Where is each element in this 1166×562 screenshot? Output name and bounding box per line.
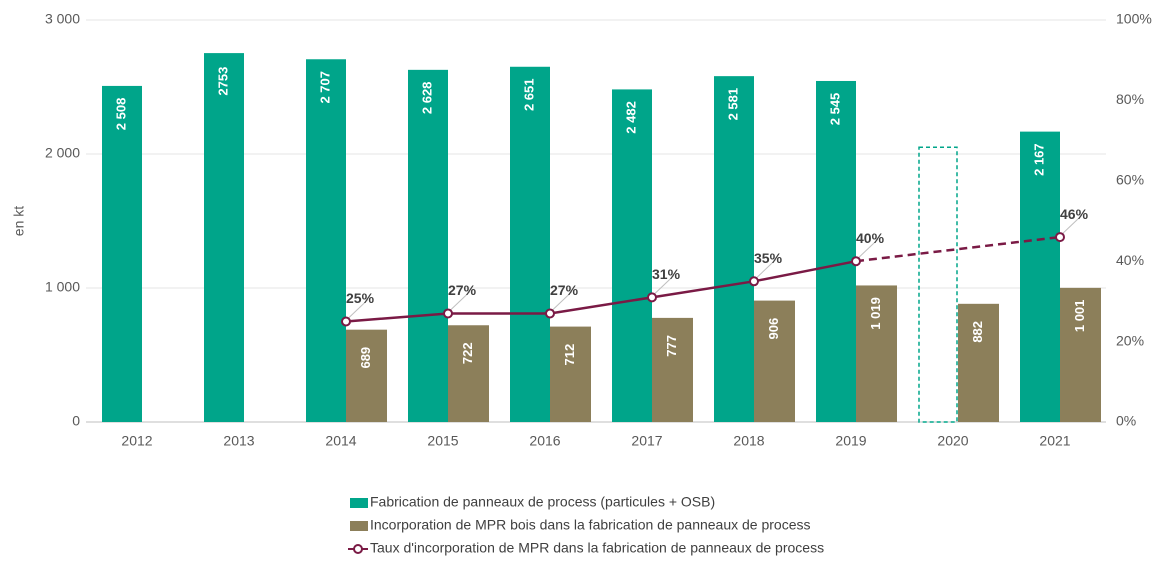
line-marker <box>851 256 861 267</box>
legend-swatch <box>350 498 368 508</box>
line-marker <box>749 276 759 287</box>
y2-tick-label: 60% <box>1116 172 1144 188</box>
line-marker <box>647 292 657 303</box>
bar <box>510 66 550 423</box>
x-tick-label: 2012 <box>121 433 152 449</box>
x-tick-label: 2018 <box>733 433 764 449</box>
data-label: 2 167 <box>1031 143 1046 176</box>
y2-tick-label: 20% <box>1116 332 1144 348</box>
legend-swatch <box>350 521 368 531</box>
data-label: 689 <box>358 347 373 369</box>
leader-line <box>857 238 879 259</box>
x-tick-label: 2017 <box>631 433 662 449</box>
data-label: 2 628 <box>419 82 434 115</box>
leader-line <box>347 299 369 319</box>
data-label: 2 545 <box>827 93 842 126</box>
leader-line <box>755 258 777 279</box>
bar <box>652 317 693 422</box>
bar <box>714 76 754 423</box>
legend-label: Incorporation de MPR bois dans la fabric… <box>370 517 811 533</box>
bar <box>550 326 591 422</box>
y2-tick-label: 40% <box>1116 252 1144 268</box>
bar <box>408 69 448 423</box>
y2-tick-label: 100% <box>1116 11 1152 27</box>
data-label: 35% <box>754 250 783 266</box>
bar <box>1020 131 1060 422</box>
line-marker <box>443 308 453 319</box>
y-tick-label: 2 000 <box>45 145 80 161</box>
legend-marker <box>353 544 363 554</box>
x-tick-label: 2014 <box>325 433 356 449</box>
data-label: 40% <box>856 230 885 246</box>
y-axis-label: en kt <box>11 206 27 236</box>
x-tick-label: 2015 <box>427 433 458 449</box>
data-label: 777 <box>664 335 679 357</box>
bar <box>612 89 652 423</box>
data-label: 2 482 <box>623 101 638 134</box>
x-tick-label: 2019 <box>835 433 866 449</box>
data-label: 27% <box>448 282 477 298</box>
data-label: 2 651 <box>521 78 536 111</box>
bar <box>754 300 795 422</box>
x-tick-label: 2013 <box>223 433 254 449</box>
leader-line <box>449 291 471 311</box>
line-marker <box>1055 232 1065 243</box>
bar <box>958 303 999 422</box>
bar <box>306 59 346 423</box>
data-label: 2 707 <box>317 71 332 104</box>
x-tick-label: 2020 <box>937 433 968 449</box>
data-label: 882 <box>970 321 985 343</box>
x-tick-label: 2016 <box>529 433 560 449</box>
data-label: 27% <box>550 282 579 298</box>
bar <box>1060 287 1101 422</box>
x-tick-label: 2021 <box>1039 433 1070 449</box>
line <box>345 259 857 323</box>
bar <box>856 285 897 422</box>
data-label: 712 <box>562 344 577 366</box>
y2-tick-label: 80% <box>1116 91 1144 107</box>
data-label: 2 508 <box>113 98 128 131</box>
legend-label: Fabrication de panneaux de process (part… <box>370 494 715 510</box>
bar <box>816 80 856 422</box>
data-label: 906 <box>766 318 781 340</box>
leader-line <box>1061 214 1083 235</box>
y-tick-label: 3 000 <box>45 11 80 27</box>
bar <box>346 329 387 422</box>
line-gap <box>855 235 1061 263</box>
data-label: 46% <box>1060 206 1089 222</box>
y2-tick-label: 0% <box>1116 413 1136 429</box>
data-label: 2 581 <box>725 88 740 121</box>
data-label: 25% <box>346 290 375 306</box>
data-label: 722 <box>460 342 475 364</box>
bar <box>918 146 958 423</box>
leader-line <box>653 275 675 295</box>
y-tick-label: 0 <box>72 413 80 429</box>
legend-label: Taux d'incorporation de MPR dans la fabr… <box>370 540 824 556</box>
data-label: 2753 <box>215 67 230 96</box>
line-marker <box>341 316 351 327</box>
y-tick-label: 1 000 <box>45 279 80 295</box>
bar <box>102 85 142 422</box>
data-label: 1 001 <box>1072 300 1087 333</box>
data-label: 1 019 <box>868 297 883 330</box>
leader-line <box>551 291 573 311</box>
bar <box>448 325 489 422</box>
data-label: 31% <box>652 266 681 282</box>
line-marker <box>545 308 555 319</box>
bar <box>204 53 244 423</box>
